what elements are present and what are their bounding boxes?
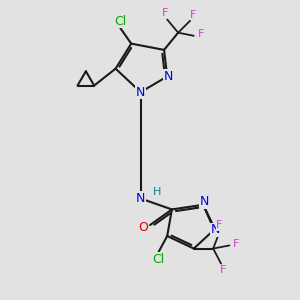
Text: F: F [219, 266, 226, 275]
Text: O: O [138, 221, 148, 234]
Text: F: F [216, 220, 223, 230]
Text: F: F [197, 29, 204, 39]
Text: N: N [200, 195, 209, 208]
Text: N: N [136, 85, 145, 99]
Text: N: N [136, 192, 145, 205]
Text: F: F [233, 239, 239, 249]
Text: Cl: Cl [114, 15, 126, 28]
Text: H: H [153, 187, 161, 196]
Text: N: N [164, 70, 173, 83]
Text: N: N [211, 223, 220, 236]
Text: F: F [162, 8, 168, 18]
Text: F: F [190, 10, 196, 20]
Text: Cl: Cl [152, 253, 165, 266]
